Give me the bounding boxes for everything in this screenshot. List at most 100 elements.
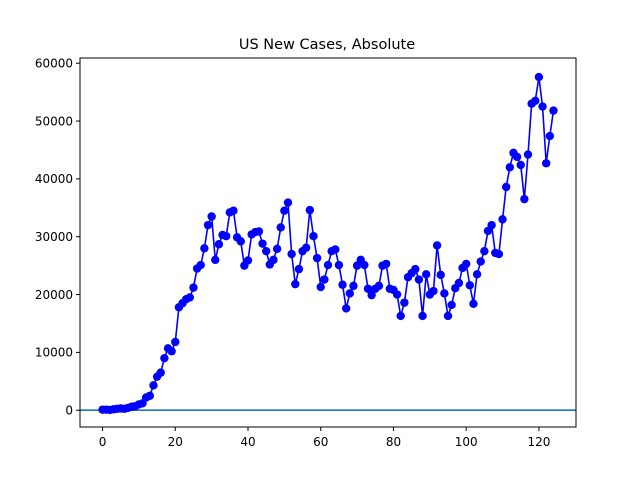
data-point xyxy=(516,160,525,170)
data-point xyxy=(280,206,289,215)
data-point xyxy=(200,244,209,253)
data-point xyxy=(414,275,424,284)
data-point xyxy=(349,281,358,291)
data-point xyxy=(396,311,405,321)
y-tick-label: 60000 xyxy=(35,57,73,71)
data-point xyxy=(367,290,376,300)
data-point xyxy=(341,304,351,313)
data-point xyxy=(171,337,180,347)
data-point xyxy=(461,259,471,269)
data-point xyxy=(309,231,318,241)
data-point xyxy=(331,245,340,254)
chart-title: US New Cases, Absolute xyxy=(239,37,415,53)
data-point xyxy=(505,163,515,172)
data-point xyxy=(229,206,238,215)
data-point xyxy=(149,381,158,390)
y-tick-label: 40000 xyxy=(35,172,73,186)
data-point xyxy=(261,246,271,256)
data-point xyxy=(480,246,489,256)
data-point xyxy=(534,72,544,82)
x-tick-label: 120 xyxy=(527,435,550,449)
plot-area-frame xyxy=(79,57,577,428)
data-point xyxy=(440,289,449,298)
data-point xyxy=(269,255,278,265)
data-point xyxy=(545,131,555,141)
data-point xyxy=(287,249,296,259)
data-point xyxy=(276,223,285,232)
x-tick-label: 0 xyxy=(99,435,107,449)
x-tick-label: 60 xyxy=(313,435,328,449)
y-tick-label: 10000 xyxy=(35,346,73,360)
data-point xyxy=(392,290,402,299)
data-point xyxy=(207,212,216,221)
data-point xyxy=(196,260,205,270)
series-line xyxy=(102,76,555,411)
data-point xyxy=(243,256,253,265)
data-point xyxy=(145,391,155,400)
data-point xyxy=(254,227,264,236)
data-point xyxy=(531,96,540,105)
data-point xyxy=(498,215,507,224)
data-point xyxy=(512,152,522,162)
y-tick-label: 20000 xyxy=(35,288,73,302)
data-point xyxy=(316,282,325,292)
data-point xyxy=(541,159,551,168)
data-point xyxy=(443,311,453,321)
data-point xyxy=(338,280,347,289)
data-point xyxy=(236,237,245,246)
data-point xyxy=(501,182,511,192)
x-tick-label: 80 xyxy=(386,435,401,449)
data-point xyxy=(454,278,464,288)
y-tick-label: 50000 xyxy=(35,114,73,128)
data-point xyxy=(221,231,231,241)
data-point xyxy=(211,255,220,265)
y-tick-label: 30000 xyxy=(35,230,73,244)
data-point xyxy=(363,284,373,293)
data-point xyxy=(476,257,485,266)
y-axis: 0 10000 20000 30000 40000 50000 60000 xyxy=(35,57,80,418)
x-tick-label: 20 xyxy=(168,435,183,449)
data-point xyxy=(345,289,355,298)
data-point xyxy=(421,270,431,279)
data-point xyxy=(214,240,224,249)
data-point xyxy=(167,347,176,356)
data-point xyxy=(305,205,315,215)
data-point xyxy=(301,243,311,252)
data-point xyxy=(447,300,456,310)
data-point xyxy=(160,353,169,363)
data-point xyxy=(312,253,322,263)
data-point xyxy=(436,270,445,280)
data-point xyxy=(334,260,344,270)
data-point xyxy=(400,298,409,307)
data-point xyxy=(272,244,282,254)
x-tick-label: 40 xyxy=(240,435,255,449)
data-point xyxy=(156,368,165,377)
data-point xyxy=(472,270,482,279)
data-point xyxy=(520,194,529,204)
data-point xyxy=(203,220,213,230)
data-point xyxy=(538,102,547,111)
data-point xyxy=(189,283,198,292)
data-point xyxy=(360,260,369,270)
data-point xyxy=(294,264,304,274)
data-point xyxy=(494,249,504,259)
data-point xyxy=(487,220,496,230)
data-point xyxy=(258,239,267,248)
data-point xyxy=(469,299,478,309)
data-point xyxy=(411,264,420,274)
data-point xyxy=(320,275,329,284)
data-point xyxy=(323,260,333,270)
data-point xyxy=(185,293,195,302)
data-point xyxy=(374,281,384,291)
y-tick-label: 0 xyxy=(65,404,73,418)
data-point xyxy=(429,286,438,296)
x-axis: 0 20 40 60 80 100 120 xyxy=(99,427,550,449)
data-point xyxy=(549,106,558,115)
data-point xyxy=(418,311,427,321)
data-point xyxy=(283,198,293,207)
data-point xyxy=(432,241,442,250)
data-point xyxy=(523,150,533,159)
x-tick-label: 100 xyxy=(455,435,478,449)
data-points xyxy=(98,72,558,415)
